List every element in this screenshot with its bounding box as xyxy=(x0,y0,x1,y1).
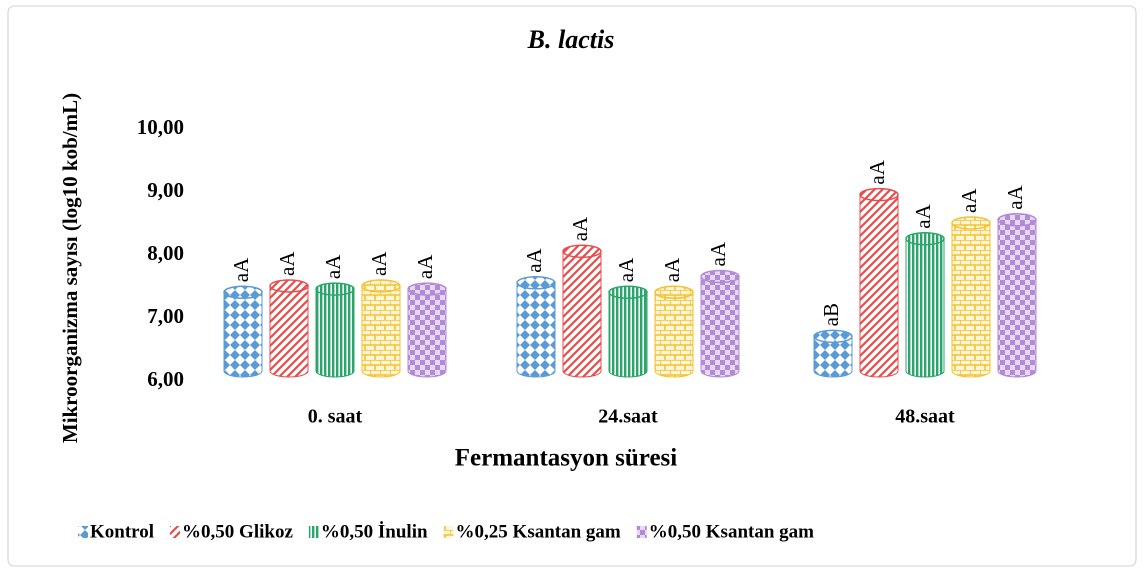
x-tick-label: 48.saat xyxy=(895,406,955,428)
bar xyxy=(269,279,309,378)
bar-body xyxy=(951,222,991,378)
data-label: aA xyxy=(957,188,981,213)
bar-top xyxy=(608,285,648,299)
data-label: aB xyxy=(819,303,843,326)
bar-top xyxy=(700,269,740,284)
data-label: aA xyxy=(660,257,684,282)
legend-swatch xyxy=(308,526,319,538)
bar-body xyxy=(608,291,648,378)
y-axis-title: Mikroorganizma sayısı (log10 kob/mL) xyxy=(58,93,82,443)
bar-body xyxy=(654,291,694,378)
legend-label: %0,50 Ksantan gam xyxy=(649,521,814,542)
data-label: aA xyxy=(275,251,299,276)
chart-title: B. lactis xyxy=(527,25,615,54)
bar-top xyxy=(361,279,401,293)
legend-label: Kontrol xyxy=(90,521,154,542)
data-label: aA xyxy=(911,203,935,228)
bar-top xyxy=(997,213,1037,227)
bar xyxy=(859,187,899,378)
x-tick-label: 24.saat xyxy=(598,406,658,428)
bar-top xyxy=(223,285,263,299)
bar-body xyxy=(562,250,602,378)
bar xyxy=(813,329,853,378)
legend-swatch xyxy=(78,526,88,538)
bar-top xyxy=(407,282,447,296)
bar xyxy=(223,285,263,378)
x-tick-label: 0. saat xyxy=(308,406,363,428)
data-label: aA xyxy=(614,257,638,282)
bar xyxy=(562,244,602,378)
bar-top xyxy=(516,276,556,290)
legend-swatch xyxy=(443,526,454,538)
y-tick-label: 9,00 xyxy=(147,178,184,202)
bar-body xyxy=(223,291,263,378)
bar-top xyxy=(813,329,853,344)
bar-body xyxy=(315,288,355,378)
legend-label: %0,50 İnulin xyxy=(321,521,428,542)
bar-body xyxy=(859,194,899,378)
legend-label: %0,25 Ksantan gam xyxy=(456,521,621,542)
data-label: aA xyxy=(568,216,592,241)
bar-top xyxy=(654,285,694,299)
data-label: aA xyxy=(865,159,889,184)
legend-swatch xyxy=(636,526,647,538)
bar xyxy=(905,231,945,378)
data-label: aA xyxy=(367,251,391,276)
bar xyxy=(700,269,740,378)
bar xyxy=(315,282,355,378)
bar xyxy=(951,216,991,378)
bar-body xyxy=(700,276,740,378)
bar xyxy=(407,282,447,378)
legend-swatch xyxy=(170,526,181,538)
bar-body xyxy=(269,285,309,378)
bar-body xyxy=(905,238,945,378)
legend-label: %0,50 Glikoz xyxy=(182,521,293,542)
bar-top xyxy=(269,279,309,293)
bar xyxy=(654,285,694,378)
bar-top xyxy=(562,244,602,259)
x-axis-title: Fermantasyon süresi xyxy=(455,445,678,472)
y-tick-label: 6,00 xyxy=(147,367,184,391)
bar-top xyxy=(951,216,991,230)
bar-body xyxy=(997,219,1037,378)
bar-top xyxy=(859,187,899,202)
data-label: aA xyxy=(229,257,253,282)
bar-body xyxy=(407,288,447,378)
bar xyxy=(997,213,1037,378)
bar-top xyxy=(315,282,355,296)
y-tick-label: 8,00 xyxy=(147,241,184,265)
bar xyxy=(516,276,556,378)
bar xyxy=(361,279,401,378)
bar-body xyxy=(516,282,556,378)
y-tick-label: 10,00 xyxy=(137,115,184,139)
bar-body xyxy=(813,335,853,378)
data-label: aA xyxy=(522,247,546,272)
data-label: aA xyxy=(413,254,437,279)
data-label: aA xyxy=(706,241,730,266)
y-tick-label: 7,00 xyxy=(147,304,184,328)
bar-body xyxy=(361,285,401,378)
data-label: aA xyxy=(1003,184,1027,209)
data-label: aA xyxy=(321,254,345,279)
bar-top xyxy=(905,231,945,246)
bar xyxy=(608,285,648,378)
